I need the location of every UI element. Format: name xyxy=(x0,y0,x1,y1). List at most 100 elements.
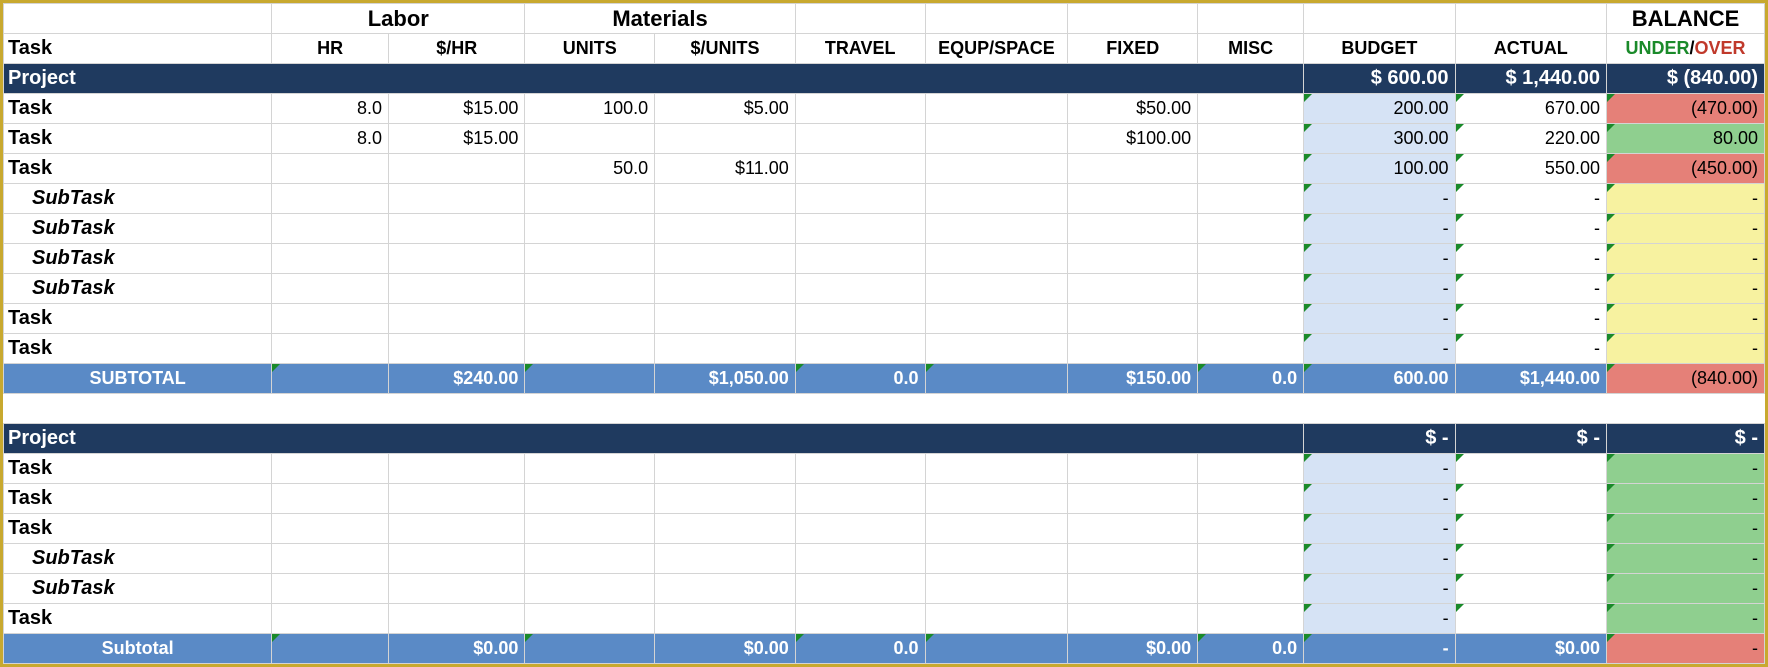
cell-misc[interactable] xyxy=(1198,214,1304,244)
cell-actual[interactable] xyxy=(1455,454,1606,484)
cell-actual[interactable]: 550.00 xyxy=(1455,154,1606,184)
cell-rate[interactable] xyxy=(389,514,525,544)
cell-urate[interactable] xyxy=(655,454,796,484)
cell-balance[interactable]: (450.00) xyxy=(1606,154,1764,184)
cell-balance[interactable]: - xyxy=(1606,574,1764,604)
cell-fixed[interactable] xyxy=(1068,544,1198,574)
header-equp[interactable]: EQUP/SPACE xyxy=(925,34,1068,64)
cell-hr[interactable]: 8.0 xyxy=(272,124,389,154)
cell-actual[interactable] xyxy=(1455,574,1606,604)
cell-urate[interactable] xyxy=(655,574,796,604)
cell-travel[interactable] xyxy=(795,184,925,214)
cell-balance[interactable]: - xyxy=(1606,274,1764,304)
cell-travel[interactable] xyxy=(795,244,925,274)
cell-balance[interactable]: - xyxy=(1606,454,1764,484)
subtask-label[interactable]: SubTask xyxy=(4,574,272,604)
header-misc[interactable]: MISC xyxy=(1198,34,1304,64)
cell-urate[interactable] xyxy=(655,214,796,244)
cell-equp[interactable] xyxy=(925,574,1068,604)
task-label[interactable]: Task xyxy=(4,604,272,634)
cell-rate[interactable]: $15.00 xyxy=(389,94,525,124)
cell-actual[interactable]: - xyxy=(1455,184,1606,214)
header-labor[interactable]: Labor xyxy=(272,4,525,34)
cell-fixed[interactable] xyxy=(1068,154,1198,184)
cell-rate[interactable] xyxy=(389,484,525,514)
task-label[interactable]: Task xyxy=(4,304,272,334)
cell-fixed[interactable] xyxy=(1068,214,1198,244)
cell-equp[interactable] xyxy=(925,334,1068,364)
cell-units[interactable]: 50.0 xyxy=(525,154,655,184)
cell-balance[interactable]: - xyxy=(1606,214,1764,244)
cell-hr[interactable] xyxy=(272,484,389,514)
cell-balance[interactable]: (470.00) xyxy=(1606,94,1764,124)
subtotal-labor[interactable]: $0.00 xyxy=(389,634,525,664)
subtotal-materials[interactable]: $0.00 xyxy=(655,634,796,664)
subtotal-misc[interactable]: 0.0 xyxy=(1198,634,1304,664)
cell-actual[interactable]: - xyxy=(1455,274,1606,304)
cell-balance[interactable]: - xyxy=(1606,334,1764,364)
cell-rate[interactable] xyxy=(389,304,525,334)
cell-units[interactable] xyxy=(525,184,655,214)
cell-equp[interactable] xyxy=(925,304,1068,334)
cell-equp[interactable] xyxy=(925,604,1068,634)
cell-travel[interactable] xyxy=(795,94,925,124)
cell-rate[interactable]: $15.00 xyxy=(389,124,525,154)
project-budget[interactable]: $ - xyxy=(1304,424,1455,454)
cell-fixed[interactable] xyxy=(1068,514,1198,544)
cell-actual[interactable]: - xyxy=(1455,244,1606,274)
cell-fixed[interactable]: $50.00 xyxy=(1068,94,1198,124)
cell-misc[interactable] xyxy=(1198,154,1304,184)
cell-units[interactable] xyxy=(525,454,655,484)
cell-rate[interactable] xyxy=(389,244,525,274)
cell-misc[interactable] xyxy=(1198,454,1304,484)
header-materials[interactable]: Materials xyxy=(525,4,795,34)
cell-urate[interactable] xyxy=(655,184,796,214)
cell-units[interactable] xyxy=(525,544,655,574)
header-under-over[interactable]: UNDER/OVER xyxy=(1606,34,1764,64)
cell-budget[interactable]: - xyxy=(1304,184,1455,214)
subtotal-budget[interactable]: 600.00 xyxy=(1304,364,1455,394)
subtotal-travel[interactable]: 0.0 xyxy=(795,364,925,394)
subtask-label[interactable]: SubTask xyxy=(4,544,272,574)
subtotal-travel[interactable]: 0.0 xyxy=(795,634,925,664)
subtotal-labor[interactable]: $240.00 xyxy=(389,364,525,394)
task-label[interactable]: Task xyxy=(4,484,272,514)
project-budget[interactable]: $ 600.00 xyxy=(1304,64,1455,94)
cell-travel[interactable] xyxy=(795,484,925,514)
cell-travel[interactable] xyxy=(795,334,925,364)
cell-equp[interactable] xyxy=(925,514,1068,544)
cell-equp[interactable] xyxy=(925,274,1068,304)
cell-units[interactable] xyxy=(525,274,655,304)
cell-actual[interactable]: - xyxy=(1455,304,1606,334)
cell-budget[interactable]: - xyxy=(1304,304,1455,334)
cell-units[interactable] xyxy=(525,214,655,244)
cell-equp[interactable] xyxy=(925,484,1068,514)
cell-misc[interactable] xyxy=(1198,184,1304,214)
cell-misc[interactable] xyxy=(1198,574,1304,604)
project-actual[interactable]: $ 1,440.00 xyxy=(1455,64,1606,94)
cell-urate[interactable] xyxy=(655,304,796,334)
cell-rate[interactable] xyxy=(389,574,525,604)
header-actual[interactable]: ACTUAL xyxy=(1455,34,1606,64)
cell-urate[interactable]: $5.00 xyxy=(655,94,796,124)
subtotal-label[interactable]: Subtotal xyxy=(4,634,272,664)
cell-budget[interactable]: - xyxy=(1304,214,1455,244)
cell-urate[interactable] xyxy=(655,274,796,304)
cell-hr[interactable] xyxy=(272,334,389,364)
cell-units[interactable] xyxy=(525,604,655,634)
cell-budget[interactable]: - xyxy=(1304,574,1455,604)
cell-rate[interactable] xyxy=(389,184,525,214)
cell-travel[interactable] xyxy=(795,544,925,574)
cell-budget[interactable]: 200.00 xyxy=(1304,94,1455,124)
cell-travel[interactable] xyxy=(795,124,925,154)
cell-equp[interactable] xyxy=(925,94,1068,124)
cell-travel[interactable] xyxy=(795,214,925,244)
cell-balance[interactable]: - xyxy=(1606,304,1764,334)
header-units[interactable]: UNITS xyxy=(525,34,655,64)
cell-misc[interactable] xyxy=(1198,274,1304,304)
task-label[interactable]: Task xyxy=(4,334,272,364)
cell-actual[interactable] xyxy=(1455,514,1606,544)
cell-travel[interactable] xyxy=(795,454,925,484)
cell-balance[interactable]: - xyxy=(1606,484,1764,514)
cell-budget[interactable]: 100.00 xyxy=(1304,154,1455,184)
